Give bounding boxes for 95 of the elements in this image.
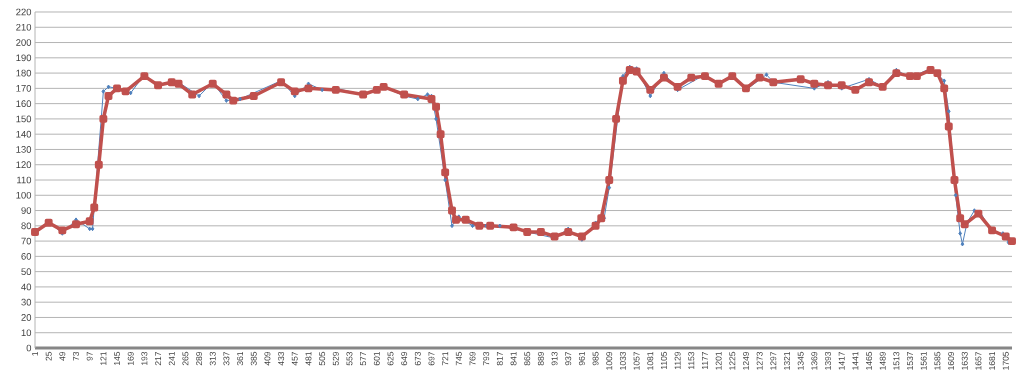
x-tick-label: 577	[360, 351, 367, 366]
x-tick-label: 1249	[742, 351, 749, 370]
x-tick-label: 361	[237, 351, 244, 366]
x-tick-label: 433	[278, 351, 285, 366]
x-tick-label: 745	[455, 351, 462, 366]
x-tick-label: 193	[141, 351, 148, 366]
x-tick-label: 1081	[647, 351, 654, 370]
y-tick-label: 60	[21, 253, 32, 260]
x-tick-label: 841	[510, 351, 517, 366]
x-tick-label: 721	[442, 351, 449, 366]
x-tick-label: 313	[209, 351, 216, 366]
x-tick-label: 1585	[934, 351, 941, 370]
x-tick-label: 1	[32, 351, 38, 356]
y-tick-label: 140	[16, 130, 32, 138]
y-tick-label: 0	[26, 344, 32, 352]
y-tick-label: 200	[16, 39, 32, 46]
y-tick-label: 150	[16, 115, 32, 123]
x-tick-label: 97	[86, 351, 93, 361]
y-tick-label: 110	[17, 176, 32, 184]
y-tick-label: 210	[16, 23, 32, 31]
x-tick-label: 529	[332, 351, 339, 366]
x-tick-label: 817	[496, 351, 503, 366]
y-tick-label: 190	[16, 54, 32, 62]
x-tick-label: 865	[524, 351, 531, 366]
x-tick-label: 1225	[729, 351, 736, 370]
x-tick-label: 1369	[811, 351, 818, 370]
y-tick-label: 50	[21, 268, 32, 275]
x-tick-label: 169	[127, 351, 134, 366]
x-tick-label: 337	[223, 351, 230, 366]
x-tick-label: 553	[346, 351, 353, 366]
x-tick-label: 25	[45, 351, 52, 361]
y-tick-label: 100	[16, 191, 32, 199]
x-tick-label: 457	[291, 351, 298, 366]
x-tick-label: 961	[578, 351, 585, 366]
y-tick-label: 180	[16, 69, 32, 77]
x-tick-label: 1393	[825, 351, 831, 370]
x-tick-label: 1561	[920, 351, 927, 370]
x-tick-label: 1273	[756, 351, 763, 370]
x-tick-label: 1009	[606, 351, 613, 370]
x-tick-label: 1033	[619, 351, 626, 370]
x-tick-label: 1657	[975, 351, 982, 370]
y-tick-label: 220	[16, 8, 32, 16]
x-tick-label: 289	[196, 351, 203, 366]
x-tick-label: 889	[537, 351, 544, 366]
x-tick-label: 265	[182, 351, 189, 366]
x-tick-label: 1057	[633, 351, 640, 370]
x-tick-label: 793	[483, 351, 490, 366]
x-tick-label: 145	[114, 351, 120, 366]
x-tick-label: 1417	[838, 351, 845, 370]
x-tick-label: 1177	[702, 351, 708, 370]
y-tick-label: 20	[21, 314, 32, 321]
x-tick-label: 1465	[866, 351, 873, 370]
x-tick-label: 1321	[784, 351, 790, 370]
x-tick-label: 1441	[852, 351, 859, 370]
x-tick-label: 49	[59, 351, 66, 361]
y-tick-label: 90	[21, 207, 32, 214]
x-tick-label: 1105	[660, 351, 667, 370]
x-tick-label: 1705	[1002, 351, 1009, 370]
x-tick-label: 217	[155, 351, 162, 366]
y-tick-label: 70	[21, 237, 32, 245]
x-tick-label: 1681	[989, 351, 996, 370]
x-tick-label: 481	[305, 351, 312, 366]
x-tick-label: 625	[387, 351, 394, 366]
x-tick-label: 1537	[907, 351, 914, 370]
y-tick-label: 30	[21, 298, 32, 306]
x-tick-label: 1633	[961, 351, 968, 370]
y-tick-label: 160	[16, 100, 32, 107]
y-tick-label: 80	[21, 222, 32, 230]
x-tick-label: 121	[100, 351, 107, 366]
x-tick-label: 697	[428, 351, 435, 366]
y-tick-label: 120	[16, 161, 32, 169]
x-tick-label: 1297	[770, 351, 777, 370]
x-tick-label: 673	[414, 351, 421, 366]
y-tick-label: 40	[21, 283, 32, 291]
y-tick-label: 10	[21, 329, 32, 337]
x-tick-label: 937	[565, 351, 572, 366]
x-tick-label: 1609	[948, 351, 955, 370]
x-tick-label: 241	[168, 351, 175, 366]
x-tick-label: 649	[401, 351, 408, 366]
x-tick-label: 601	[373, 351, 380, 366]
x-tick-label: 985	[592, 351, 599, 366]
x-tick-label: 913	[551, 351, 558, 366]
x-tick-label: 409	[264, 351, 271, 366]
x-tick-label: 1153	[688, 351, 695, 370]
x-tick-label: 505	[319, 351, 326, 366]
x-tick-label: 769	[469, 351, 476, 366]
x-tick-label: 73	[73, 351, 80, 361]
y-tick-label: 170	[16, 85, 32, 92]
x-tick-label: 1345	[797, 351, 804, 370]
x-tick-label: 1513	[893, 351, 900, 370]
x-tick-label: 1129	[674, 351, 681, 370]
x-tick-label: 1201	[715, 351, 722, 370]
y-tick-label: 130	[16, 146, 32, 153]
x-tick-label: 385	[250, 351, 257, 366]
x-tick-label: 1489	[879, 351, 886, 370]
